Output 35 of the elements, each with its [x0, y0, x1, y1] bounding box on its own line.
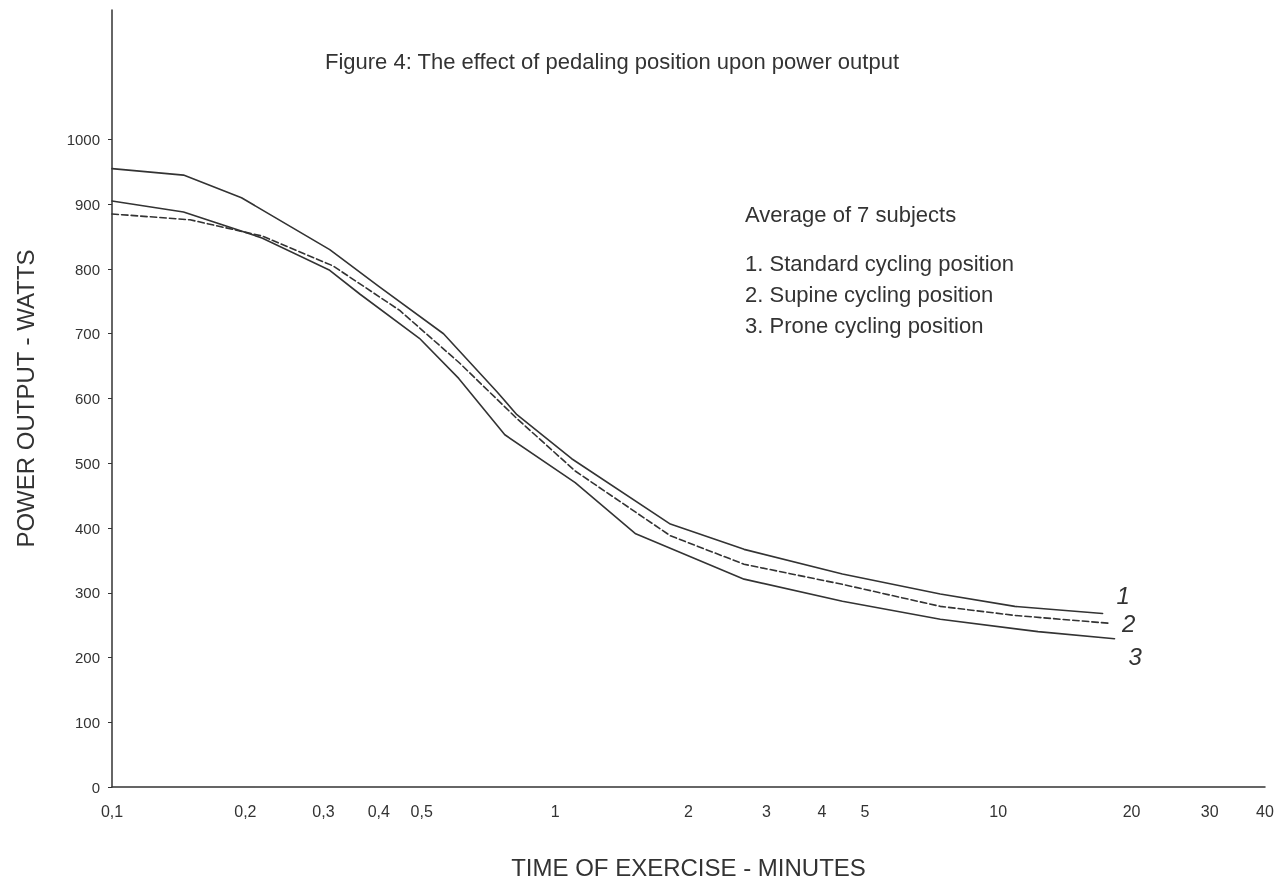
- y-tick-label: 700: [74, 325, 100, 343]
- y-tick-label: 500: [74, 454, 100, 472]
- x-tick-label: 40: [1256, 802, 1274, 820]
- y-tick-label: 900: [74, 195, 100, 213]
- text: Figure 4: The effect of pedaling position upon power output: [325, 48, 900, 74]
- y-tick-label: 100: [74, 713, 100, 731]
- series-label: 2: [1121, 609, 1136, 637]
- x-tick-label: 0,3: [312, 802, 335, 820]
- annotation: 2. Supine cycling position: [745, 281, 994, 307]
- x-tick-label: 10: [989, 802, 1008, 820]
- x-tick-label: 2: [684, 802, 694, 820]
- y-tick-label: 600: [74, 390, 100, 407]
- x-tick-label: 0,4: [367, 802, 390, 820]
- y-tick-label: 300: [74, 584, 100, 602]
- annotation: Average of 7 subjects: [745, 201, 957, 227]
- y-tick-label: 800: [74, 260, 100, 278]
- x-tick-label: 5: [860, 802, 870, 820]
- x-tick-label: 4: [817, 802, 827, 820]
- x-tick-label: 0,2: [234, 802, 257, 820]
- x-tick-label: 0,1: [100, 802, 124, 820]
- x-tick-label: 0,5: [410, 802, 433, 820]
- y-tick-label: 1000: [66, 131, 100, 148]
- series-label: 3: [1128, 643, 1143, 671]
- y-tick-label: 200: [74, 649, 100, 666]
- x-tick-label: 1: [550, 802, 560, 820]
- y-tick-label: 0: [91, 778, 100, 796]
- annotation: 1. Standard cycling position: [745, 250, 1015, 276]
- series-label: 1: [1116, 581, 1130, 609]
- x-tick-label: 30: [1200, 802, 1219, 820]
- annotation: 3. Prone cycling position: [745, 312, 984, 338]
- x-tick-label: 20: [1122, 802, 1141, 820]
- y-tick-label: 400: [74, 519, 100, 537]
- x-axis-title: TIME OF EXERCISE - MINUTES: [511, 853, 866, 881]
- y-axis-title: POWER OUTPUT - WATTS: [11, 249, 39, 548]
- x-tick-label: 3: [762, 802, 772, 820]
